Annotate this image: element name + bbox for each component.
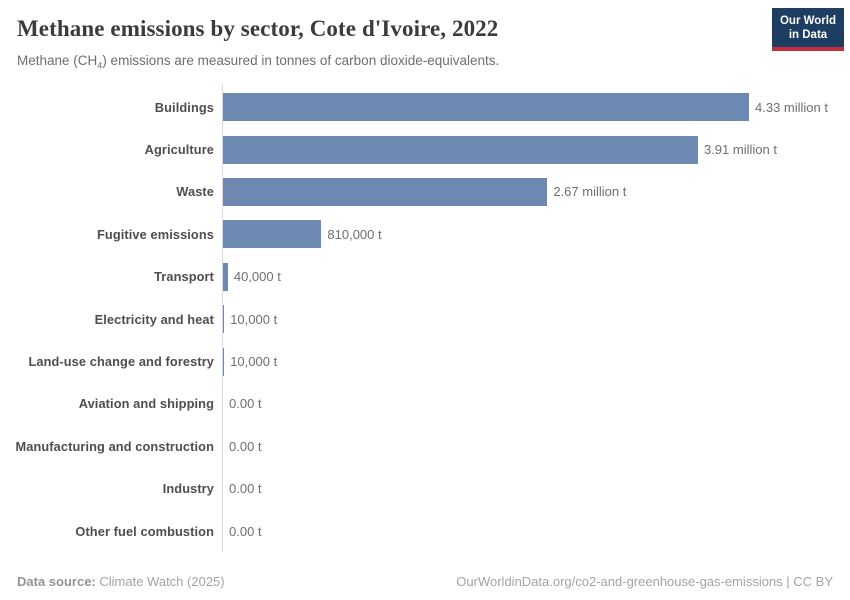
subtitle-subscript: 4	[97, 60, 103, 71]
category-label: Fugitive emissions	[96, 226, 214, 242]
category-label: Waste	[176, 184, 214, 200]
chart-subtitle: Methane (CH4) emissions are measured in …	[17, 53, 499, 71]
bar-plot-area: 10,000 t	[223, 298, 850, 340]
subtitle-text: Methane (CH	[17, 53, 98, 68]
bar-plot-area: 10,000 t	[223, 340, 850, 382]
chart-footer: Data source: Climate Watch (2025) OurWor…	[17, 574, 833, 589]
bar-row: Electricity and heat 10,000 t	[0, 298, 850, 340]
value-label: 40,000 t	[233, 269, 281, 285]
bar-row: Transport 40,000 t	[0, 256, 850, 298]
bar-plot-area: 4.33 million t	[223, 86, 850, 128]
bar-plot-area: 2.67 million t	[223, 171, 850, 213]
bar[interactable]	[223, 135, 698, 164]
owid-logo-line1: Our World	[779, 14, 836, 27]
bar-row: Agriculture 3.91 million t	[0, 128, 850, 170]
bar-plot-area: 0.00 t	[223, 468, 850, 510]
bar-plot-area: 0.00 t	[223, 425, 850, 467]
bar-rows: Buildings 4.33 million t Agriculture 3.9…	[0, 83, 850, 553]
owid-logo-line2: in Data	[788, 28, 828, 41]
value-label: 2.67 million t	[553, 184, 627, 200]
category-label: Manufacturing and construction	[15, 438, 214, 454]
chart-title: Methane emissions by sector, Cote d'Ivoi…	[17, 16, 499, 41]
value-label: 3.91 million t	[703, 142, 777, 158]
bar[interactable]	[223, 305, 225, 334]
bar[interactable]	[223, 177, 548, 206]
bar[interactable]	[223, 262, 228, 291]
value-label: 0.00 t	[229, 396, 262, 412]
bar-row: Waste 2.67 million t	[0, 171, 850, 213]
bar-plot-area: 810,000 t	[223, 213, 850, 255]
bar-row: Other fuel combustion 0.00 t	[0, 510, 850, 552]
category-label: Electricity and heat	[94, 311, 214, 327]
category-label: Transport	[154, 269, 214, 285]
bar-plot-area: 40,000 t	[223, 256, 850, 298]
value-label: 0.00 t	[229, 438, 262, 454]
value-label: 10,000 t	[230, 354, 278, 370]
category-label: Other fuel combustion	[75, 523, 214, 539]
bar-row: Buildings 4.33 million t	[0, 86, 850, 128]
value-label: 0.00 t	[229, 523, 262, 539]
owid-logo[interactable]: Our World in Data	[772, 8, 844, 51]
bar-plot-area: 0.00 t	[223, 510, 850, 552]
bar-row: Industry 0.00 t	[0, 468, 850, 510]
category-label: Agriculture	[144, 142, 214, 158]
bar-row: Fugitive emissions 810,000 t	[0, 213, 850, 255]
bar[interactable]	[223, 93, 749, 122]
bar[interactable]	[223, 347, 225, 376]
bar[interactable]	[223, 220, 322, 249]
bar-row: Manufacturing and construction 0.00 t	[0, 425, 850, 467]
bar-row: Land-use change and forestry 10,000 t	[0, 340, 850, 382]
subtitle-text-suffix: ) emissions are measured in tonnes of ca…	[102, 53, 500, 68]
category-label: Buildings	[154, 99, 214, 115]
value-label: 4.33 million t	[755, 99, 828, 115]
bar-row: Aviation and shipping 0.00 t	[0, 383, 850, 425]
data-source-value: Climate Watch (2025)	[99, 574, 225, 589]
data-source-label: Data source:	[17, 574, 96, 589]
bar-plot-area: 3.91 million t	[223, 128, 850, 170]
data-source: Data source: Climate Watch (2025)	[17, 574, 225, 589]
category-label: Land-use change and forestry	[28, 354, 214, 370]
bar-plot-area: 0.00 t	[223, 383, 850, 425]
value-label: 0.00 t	[229, 481, 262, 497]
credit-url[interactable]: OurWorldinData.org/co2-and-greenhouse-ga…	[456, 574, 833, 589]
category-label: Aviation and shipping	[78, 396, 214, 412]
category-label: Industry	[162, 481, 214, 497]
value-label: 10,000 t	[230, 311, 278, 327]
bar-chart: Buildings 4.33 million t Agriculture 3.9…	[0, 83, 850, 553]
value-label: 810,000 t	[327, 226, 382, 242]
